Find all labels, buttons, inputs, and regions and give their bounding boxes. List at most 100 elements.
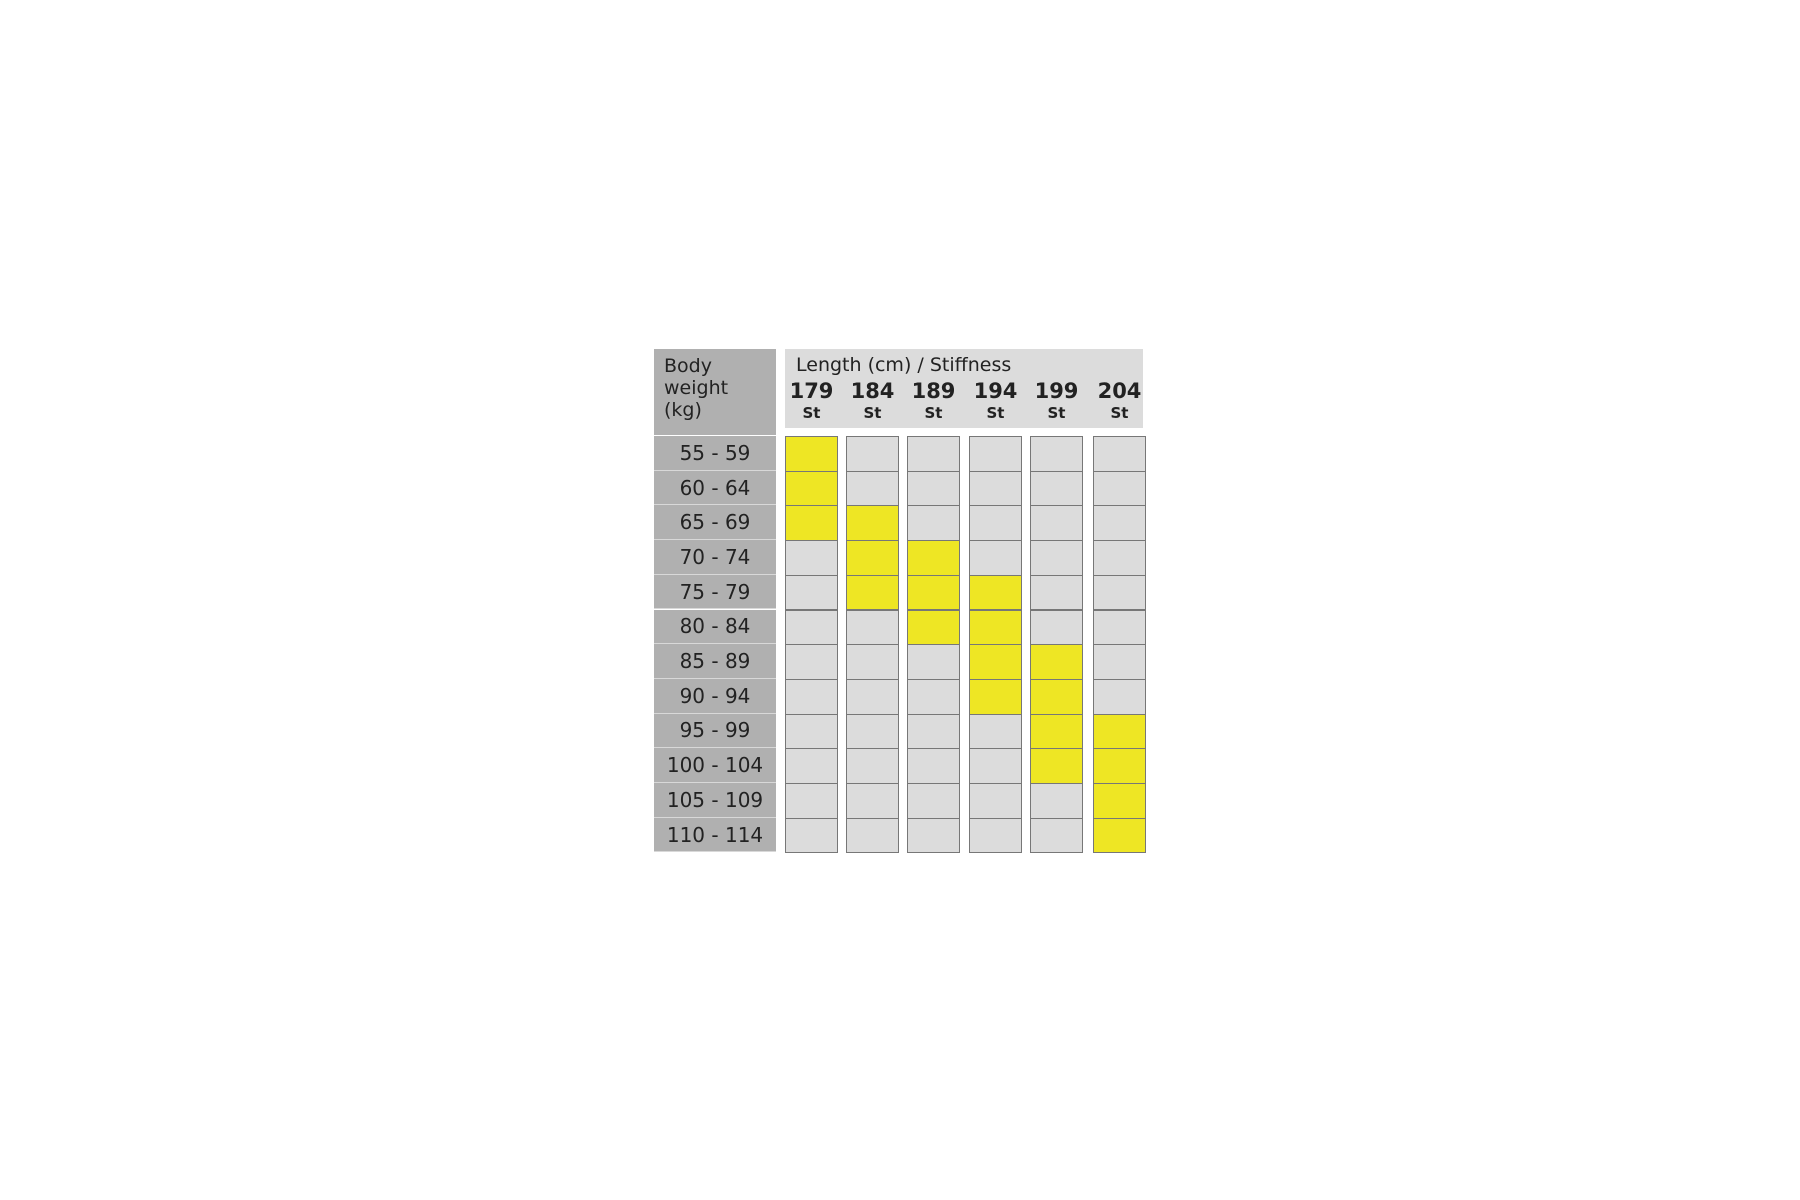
weight-label: 95 - 99: [654, 713, 776, 749]
length-header: Length (cm) / Stiffness: [796, 354, 1012, 376]
cell: [907, 748, 960, 784]
cell: [785, 817, 838, 854]
weight-label: 85 - 89: [654, 644, 776, 679]
cell: [846, 470, 899, 507]
cell: [1093, 505, 1146, 542]
column-stiffness: St: [1110, 404, 1129, 422]
weight-label: 80 - 84: [654, 609, 776, 645]
weight-label: 90 - 94: [654, 678, 776, 714]
highlighted-cell: [969, 574, 1022, 611]
column-length: 204: [1097, 379, 1142, 403]
cell: [969, 470, 1022, 507]
cell: [969, 748, 1022, 784]
column-length: 199: [1034, 379, 1079, 403]
column-stiffness: St: [802, 404, 821, 422]
cell: [1030, 783, 1083, 819]
highlighted-cell: [1093, 817, 1146, 854]
cell: [846, 678, 899, 715]
highlighted-cell: [907, 540, 960, 576]
cell: [969, 713, 1022, 750]
cell: [907, 678, 960, 715]
cell: [785, 540, 838, 576]
weight-header: Body weight (kg): [654, 349, 776, 435]
highlighted-cell: [846, 540, 899, 576]
cell: [1030, 540, 1083, 576]
weight-label: 75 - 79: [654, 574, 776, 610]
cell: [846, 644, 899, 680]
highlighted-cell: [1093, 783, 1146, 819]
cell: [907, 470, 960, 507]
cell: [785, 678, 838, 715]
cell: [785, 783, 838, 819]
length-header-box: [785, 349, 1143, 428]
cell: [969, 540, 1022, 576]
weight-label: 70 - 74: [654, 540, 776, 575]
cell: [907, 436, 960, 472]
weight-label: 65 - 69: [654, 505, 776, 541]
cell: [785, 748, 838, 784]
cell: [846, 817, 899, 854]
cell: [846, 748, 899, 784]
column-length: 184: [850, 379, 895, 403]
cell: [1093, 436, 1146, 472]
cell: [1093, 540, 1146, 576]
highlighted-cell: [846, 505, 899, 542]
cell: [1093, 609, 1146, 646]
cell: [969, 436, 1022, 472]
cell: [907, 817, 960, 854]
highlighted-cell: [1093, 713, 1146, 750]
weight-label: 105 - 109: [654, 783, 776, 818]
column-stiffness: St: [924, 404, 943, 422]
highlighted-cell: [785, 505, 838, 542]
highlighted-cell: [1030, 713, 1083, 750]
highlighted-cell: [846, 574, 899, 611]
highlighted-cell: [969, 644, 1022, 680]
cell: [846, 713, 899, 750]
cell: [846, 436, 899, 472]
cell: [785, 609, 838, 646]
cell: [1030, 505, 1083, 542]
cell: [969, 817, 1022, 854]
cell: [907, 713, 960, 750]
column-stiffness: St: [863, 404, 882, 422]
column-stiffness: St: [986, 404, 1005, 422]
cell: [907, 783, 960, 819]
cell: [1030, 436, 1083, 472]
cell: [969, 505, 1022, 542]
weight-label: 55 - 59: [654, 436, 776, 471]
cell: [1030, 817, 1083, 854]
cell: [785, 644, 838, 680]
highlighted-cell: [1030, 644, 1083, 680]
cell: [1093, 470, 1146, 507]
cell: [846, 783, 899, 819]
column-stiffness: St: [1047, 404, 1066, 422]
weight-label: 110 - 114: [654, 817, 776, 853]
cell: [907, 505, 960, 542]
cell: [846, 609, 899, 646]
highlighted-cell: [969, 678, 1022, 715]
column-length: 179: [789, 379, 834, 403]
cell: [1030, 609, 1083, 646]
highlighted-cell: [785, 470, 838, 507]
cell: [1030, 574, 1083, 611]
weight-label: 60 - 64: [654, 470, 776, 506]
highlighted-cell: [1030, 748, 1083, 784]
highlighted-cell: [907, 574, 960, 611]
weight-label: 100 - 104: [654, 748, 776, 783]
cell: [1030, 470, 1083, 507]
highlighted-cell: [907, 609, 960, 646]
cell: [969, 783, 1022, 819]
cell: [785, 574, 838, 611]
cell: [907, 644, 960, 680]
cell: [1093, 574, 1146, 611]
highlighted-cell: [785, 436, 838, 472]
highlighted-cell: [1093, 748, 1146, 784]
column-length: 194: [973, 379, 1018, 403]
column-length: 189: [911, 379, 956, 403]
cell: [1093, 644, 1146, 680]
cell: [785, 713, 838, 750]
highlighted-cell: [1030, 678, 1083, 715]
cell: [1093, 678, 1146, 715]
highlighted-cell: [969, 609, 1022, 646]
